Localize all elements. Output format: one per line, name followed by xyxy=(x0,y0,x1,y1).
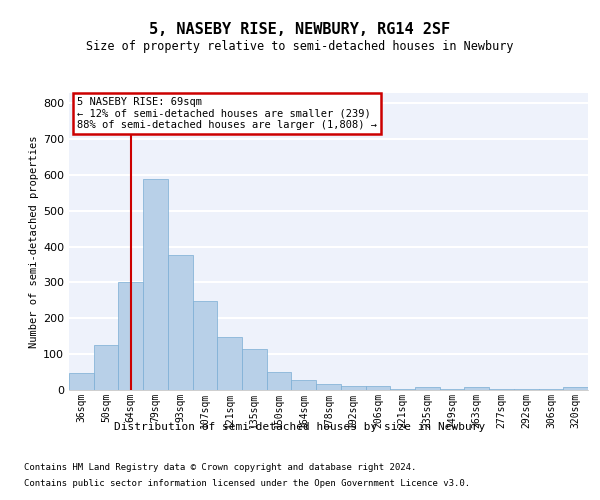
Bar xyxy=(69,373,94,390)
Bar xyxy=(168,254,193,390)
Text: Distribution of semi-detached houses by size in Newbury: Distribution of semi-detached houses by … xyxy=(115,422,485,432)
Bar xyxy=(217,337,242,390)
Bar xyxy=(242,349,267,390)
Text: Size of property relative to semi-detached houses in Newbury: Size of property relative to semi-detach… xyxy=(86,40,514,53)
Bar xyxy=(143,178,168,390)
Text: 5, NASEBY RISE, NEWBURY, RG14 2SF: 5, NASEBY RISE, NEWBURY, RG14 2SF xyxy=(149,22,451,38)
Bar xyxy=(292,380,316,390)
Bar xyxy=(193,301,217,390)
Bar xyxy=(563,387,588,390)
Bar xyxy=(118,282,143,390)
Text: 5 NASEBY RISE: 69sqm
← 12% of semi-detached houses are smaller (239)
88% of semi: 5 NASEBY RISE: 69sqm ← 12% of semi-detac… xyxy=(77,97,377,130)
Bar xyxy=(267,372,292,390)
Text: Contains public sector information licensed under the Open Government Licence v3: Contains public sector information licen… xyxy=(24,479,470,488)
Bar xyxy=(365,386,390,390)
Bar xyxy=(94,345,118,390)
Text: Contains HM Land Registry data © Crown copyright and database right 2024.: Contains HM Land Registry data © Crown c… xyxy=(24,462,416,471)
Bar xyxy=(464,387,489,390)
Bar xyxy=(316,384,341,390)
Bar xyxy=(341,386,365,390)
Bar xyxy=(415,387,440,390)
Y-axis label: Number of semi-detached properties: Number of semi-detached properties xyxy=(29,135,39,348)
